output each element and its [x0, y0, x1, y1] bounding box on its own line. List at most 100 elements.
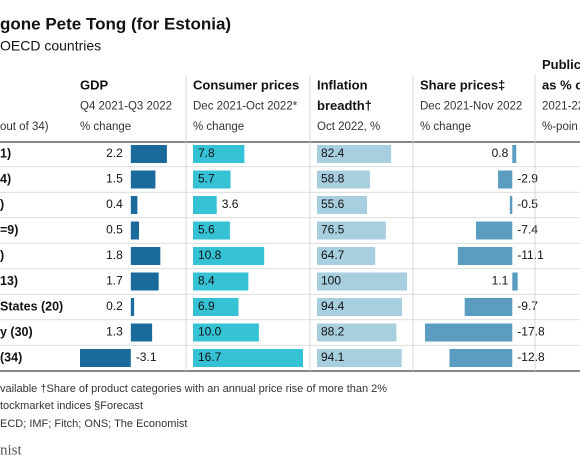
row-label: 1): [0, 146, 11, 160]
bar: [193, 221, 230, 240]
row-label: 4): [0, 172, 11, 186]
bar: [317, 196, 368, 214]
column-header: Dec 2021-Nov 2022: [420, 101, 522, 113]
value-label: 8.4: [198, 274, 215, 288]
bar: [512, 145, 517, 163]
row-label: y (30): [0, 325, 33, 339]
value-label: 1.7: [106, 274, 123, 288]
value-label: 64.7: [321, 248, 345, 262]
source: ECD; IMF; Fitch; ONS; The Economist: [0, 418, 187, 430]
bar: [424, 323, 513, 342]
value-label: 10.0: [198, 325, 222, 339]
column-header: Public: [542, 57, 580, 72]
bar: [130, 298, 135, 316]
value-label: 58.8: [321, 172, 345, 186]
value-label: 100: [321, 274, 341, 288]
value-label: 5.7: [198, 172, 215, 186]
bar: [193, 145, 245, 163]
bar: [464, 298, 513, 316]
column-header: % change: [420, 121, 471, 133]
value-label: 1.3: [106, 325, 123, 339]
value-label: 88.2: [321, 325, 345, 339]
bar: [193, 323, 259, 342]
bar: [317, 145, 392, 163]
chart-subtitle: OECD countries: [0, 38, 101, 54]
value-label: -7.4: [517, 223, 538, 237]
bar: [193, 170, 231, 189]
value-label: 1.8: [106, 248, 123, 262]
column-header: breadth†: [317, 98, 372, 113]
bar: [512, 272, 518, 291]
value-label: 0.8: [492, 146, 509, 160]
value-label: 16.7: [198, 350, 222, 364]
column-header: GDP: [80, 77, 109, 92]
bar: [317, 247, 376, 265]
value-label: 94.4: [321, 299, 345, 313]
column-header: Inflation: [317, 77, 368, 92]
row-label: (34): [0, 350, 22, 364]
value-label: -2.9: [517, 172, 538, 186]
value-label: -0.5: [517, 197, 538, 211]
row-label: ): [0, 197, 4, 211]
column-header: 2021-22: [542, 101, 580, 113]
value-label: 5.6: [198, 223, 215, 237]
value-label: 0.2: [106, 299, 123, 313]
value-label: 6.9: [198, 299, 215, 313]
value-label: -3.1: [136, 350, 157, 364]
bar: [130, 272, 159, 291]
bar: [457, 247, 513, 265]
footnote: tockmarket indices §Forecast: [0, 400, 143, 412]
value-label: 1.1: [492, 274, 509, 288]
value-label: 55.6: [321, 197, 345, 211]
bar: [317, 221, 386, 240]
bar: [193, 247, 265, 265]
value-label: 76.5: [321, 223, 345, 237]
bar: [449, 349, 513, 367]
bar: [130, 170, 156, 189]
bar: [193, 298, 239, 316]
value-label: 82.4: [321, 146, 345, 160]
bar: [317, 323, 397, 342]
bar: [317, 272, 407, 291]
chart-title: gone Pete Tong (for Estonia): [0, 14, 231, 33]
row-label: 13): [0, 274, 18, 288]
value-label: -9.7: [517, 299, 538, 313]
column-header: Consumer prices: [193, 77, 299, 92]
bar: [130, 196, 138, 214]
bar: [317, 349, 402, 367]
column-header: Oct 2022, %: [317, 121, 380, 133]
bar: [193, 272, 249, 291]
value-label: 94.1: [321, 350, 345, 364]
value-label: -12.8: [517, 350, 545, 364]
bar: [130, 323, 153, 342]
bar: [193, 196, 217, 214]
bar: [130, 247, 161, 265]
column-header: Dec 2021-Oct 2022*: [193, 101, 298, 113]
row-label: ): [0, 248, 4, 262]
value-label: -17.8: [517, 325, 545, 339]
column-header: %-poin: [542, 121, 578, 133]
bar: [80, 349, 131, 367]
column-header: % change: [80, 121, 131, 133]
column-header: % change: [193, 121, 244, 133]
value-label: 10.8: [198, 248, 222, 262]
row-label: States (20): [0, 299, 63, 313]
value-label: 0.5: [106, 223, 123, 237]
bar: [193, 349, 304, 367]
value-label: 0.4: [106, 197, 123, 211]
bar: [130, 145, 167, 163]
value-label: 2.2: [106, 146, 123, 160]
row-label: =9): [0, 223, 18, 237]
bar: [317, 170, 370, 189]
column-header: as % o: [542, 77, 580, 92]
bar: [475, 221, 513, 240]
footnote: vailable †Share of product categories wi…: [0, 383, 387, 395]
brand: nist: [0, 442, 23, 458]
value-label: 7.8: [198, 146, 215, 160]
row-header: out of 34): [0, 121, 49, 133]
value-label: 3.6: [222, 197, 239, 211]
bar: [509, 196, 513, 214]
value-label: -11.1: [517, 248, 544, 262]
value-label: 1.5: [106, 172, 123, 186]
